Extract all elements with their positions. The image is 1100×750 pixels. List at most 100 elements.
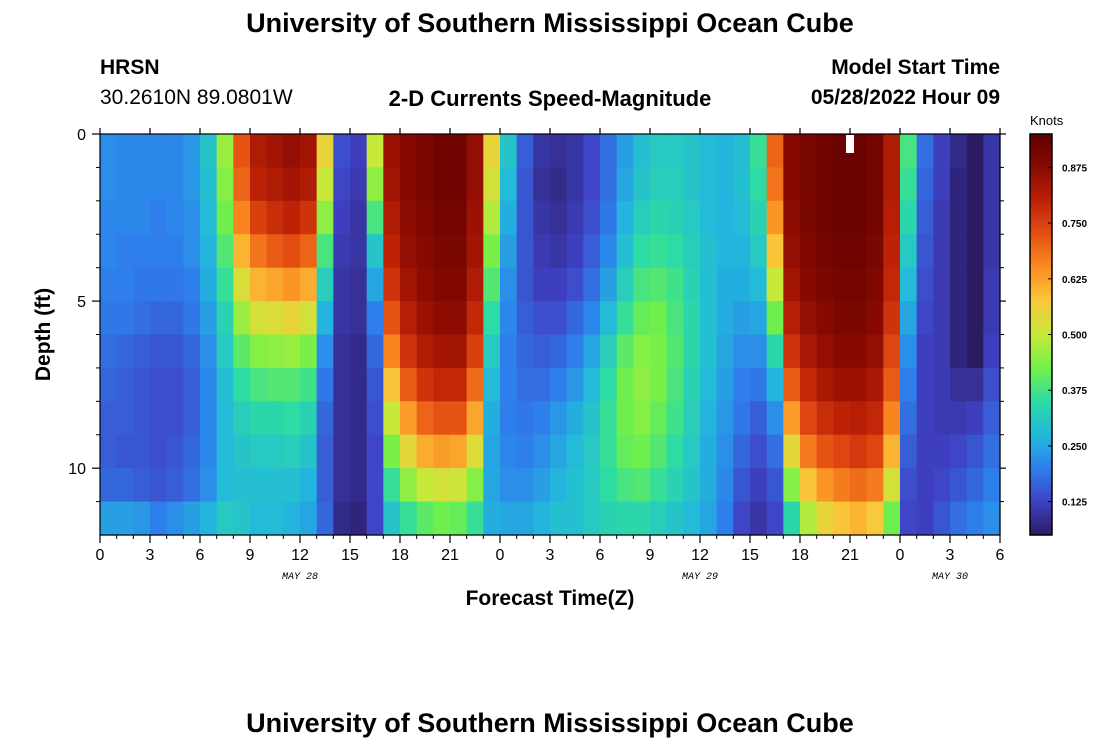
x-tick-label: 9: [646, 547, 655, 564]
heatmap-cell: [916, 267, 934, 302]
heatmap-cell: [500, 267, 518, 302]
heatmap-cell: [350, 434, 368, 469]
y-axis: 0 5 10: [68, 127, 1006, 503]
heatmap-cell: [816, 267, 834, 302]
heatmap-cell: [283, 401, 301, 436]
heatmap-cell: [816, 401, 834, 436]
heatmap-cell: [533, 334, 551, 369]
heatmap-cell: [950, 501, 968, 536]
heatmap-cell: [683, 468, 701, 503]
heatmap-cell: [566, 167, 584, 202]
heatmap-cell: [750, 434, 768, 469]
heatmap-cell: [166, 200, 184, 235]
heatmap-cell: [616, 501, 634, 536]
heatmap-cell: [616, 301, 634, 336]
heatmap-cell: [216, 200, 234, 235]
time-marker: [846, 135, 854, 153]
heatmap-cell: [283, 367, 301, 402]
heatmap-cell: [950, 267, 968, 302]
heatmap-cell: [216, 501, 234, 536]
heatmap-cell: [883, 334, 901, 369]
heatmap-cell: [816, 434, 834, 469]
heatmap-cell: [450, 167, 468, 202]
heatmap-cell: [666, 134, 684, 169]
heatmap-cell: [833, 167, 851, 202]
heatmap-cell: [266, 501, 284, 536]
heatmap-cell: [566, 501, 584, 536]
heatmap-cell: [300, 234, 318, 269]
heatmap-cell: [133, 434, 151, 469]
heatmap-cell: [616, 234, 634, 269]
heatmap-cell: [100, 401, 118, 436]
heatmap-cell: [950, 434, 968, 469]
heatmap-cell: [416, 234, 434, 269]
heatmap-cell: [133, 367, 151, 402]
heatmap-cell: [116, 234, 134, 269]
heatmap-cell: [466, 301, 484, 336]
heatmap-cell: [450, 367, 468, 402]
heatmap-cell: [266, 200, 284, 235]
heatmap-cell: [700, 434, 718, 469]
heatmap-cell: [766, 200, 784, 235]
heatmap-cell: [650, 334, 668, 369]
heatmap-cell: [883, 468, 901, 503]
heatmap-cell: [350, 401, 368, 436]
heatmap-cell: [216, 334, 234, 369]
heatmap-cell: [866, 301, 884, 336]
heatmap-cell: [383, 134, 401, 169]
heatmap-cell: [633, 134, 651, 169]
heatmap-cell: [933, 468, 951, 503]
heatmap-cell: [200, 468, 218, 503]
heatmap-cell: [750, 334, 768, 369]
heatmap-cell: [116, 200, 134, 235]
heatmap-cell: [533, 434, 551, 469]
heatmap-cell: [766, 434, 784, 469]
heatmap-cell: [483, 200, 501, 235]
x-tick-label: 6: [596, 547, 605, 564]
heatmap-cell: [333, 134, 351, 169]
heatmap-cell: [450, 234, 468, 269]
heatmap-cell: [483, 134, 501, 169]
heatmap-cell: [533, 167, 551, 202]
heatmap-cell: [133, 334, 151, 369]
heatmap-cell: [233, 200, 251, 235]
heatmap-cell: [900, 200, 918, 235]
heatmap-cell: [333, 501, 351, 536]
heatmap-cell: [966, 334, 984, 369]
heatmap-cell: [466, 468, 484, 503]
heatmap-cell: [366, 401, 384, 436]
heatmap-cell: [100, 134, 118, 169]
heatmap-cell: [200, 301, 218, 336]
heatmap-cell: [616, 267, 634, 302]
heatmap-cell: [500, 200, 518, 235]
heatmap-cell: [950, 401, 968, 436]
heatmap-cell: [933, 200, 951, 235]
heatmap-cell: [383, 267, 401, 302]
heatmap-cell: [450, 267, 468, 302]
heatmap-cell: [750, 134, 768, 169]
heatmap-cell: [700, 301, 718, 336]
heatmap-cell: [116, 401, 134, 436]
heatmap-cell: [383, 200, 401, 235]
heatmap-cell: [383, 367, 401, 402]
heatmap-cell: [600, 334, 618, 369]
heatmap-cell: [266, 301, 284, 336]
heatmap-cell: [400, 367, 418, 402]
heatmap-cell: [316, 401, 334, 436]
heatmap-cell: [933, 434, 951, 469]
heatmap-cell: [550, 134, 568, 169]
heatmap-cell: [600, 167, 618, 202]
heatmap-cell: [900, 501, 918, 536]
heatmap-cell: [416, 501, 434, 536]
heatmap-cell: [300, 134, 318, 169]
heatmap-cell: [233, 301, 251, 336]
heatmap-cell: [450, 401, 468, 436]
heatmap-cell: [683, 267, 701, 302]
heatmap-cell: [466, 200, 484, 235]
heatmap-cell: [500, 434, 518, 469]
heatmap-cell: [583, 134, 601, 169]
heatmap-cell: [516, 468, 534, 503]
heatmap-cell: [183, 301, 201, 336]
heatmap-cell: [483, 234, 501, 269]
heatmap-cell: [183, 434, 201, 469]
